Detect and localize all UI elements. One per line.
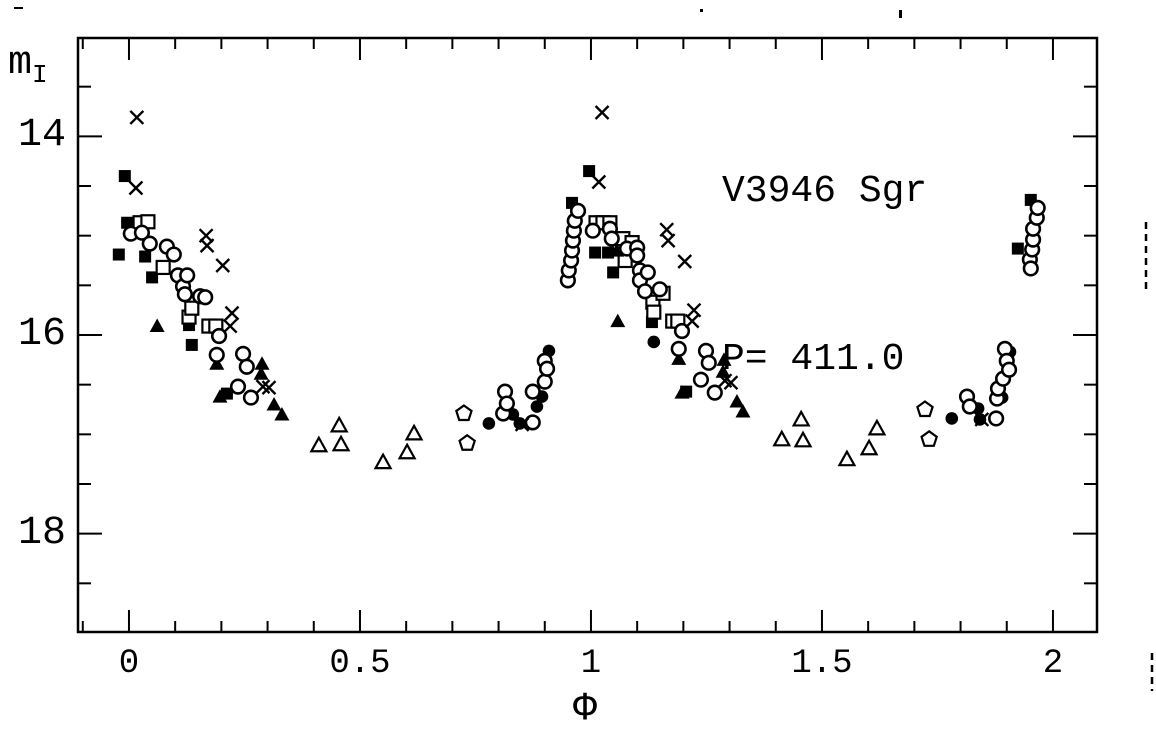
y-axis-label-text: m [8,41,33,86]
series-open-pentagons [455,400,939,451]
series-open-circles [122,199,1046,431]
x-tick-label-1.5: 1.5 [791,645,853,683]
y-axis-label: mI [8,44,48,95]
x-axis-label: Φ [573,687,598,732]
x-tick-label-0: 0 [118,645,140,683]
axis-ticks [79,39,1096,631]
y-tick-label-16: 16 [17,312,66,357]
x-tick-label-1: 1 [580,645,602,683]
scan-artifacts [14,7,1154,691]
series-open-squares [132,214,686,334]
series-filled-triangles [149,243,751,421]
x-tick-label-0.5: 0.5 [329,645,391,683]
y-tick-label-18: 18 [17,510,66,556]
period-label: P= 411.0 [722,338,905,381]
title-block: V3946 Sgr P= 411.0 [722,52,927,500]
series-open-triangles [309,409,887,470]
star-name: V3946 Sgr [722,170,928,213]
y-axis-label-subscript: I [32,60,48,90]
series-crosses [128,105,990,432]
x-tick-label-2: 2 [1042,645,1064,683]
y-tick-label-14: 14 [17,113,66,159]
plot-frame [76,36,1099,634]
